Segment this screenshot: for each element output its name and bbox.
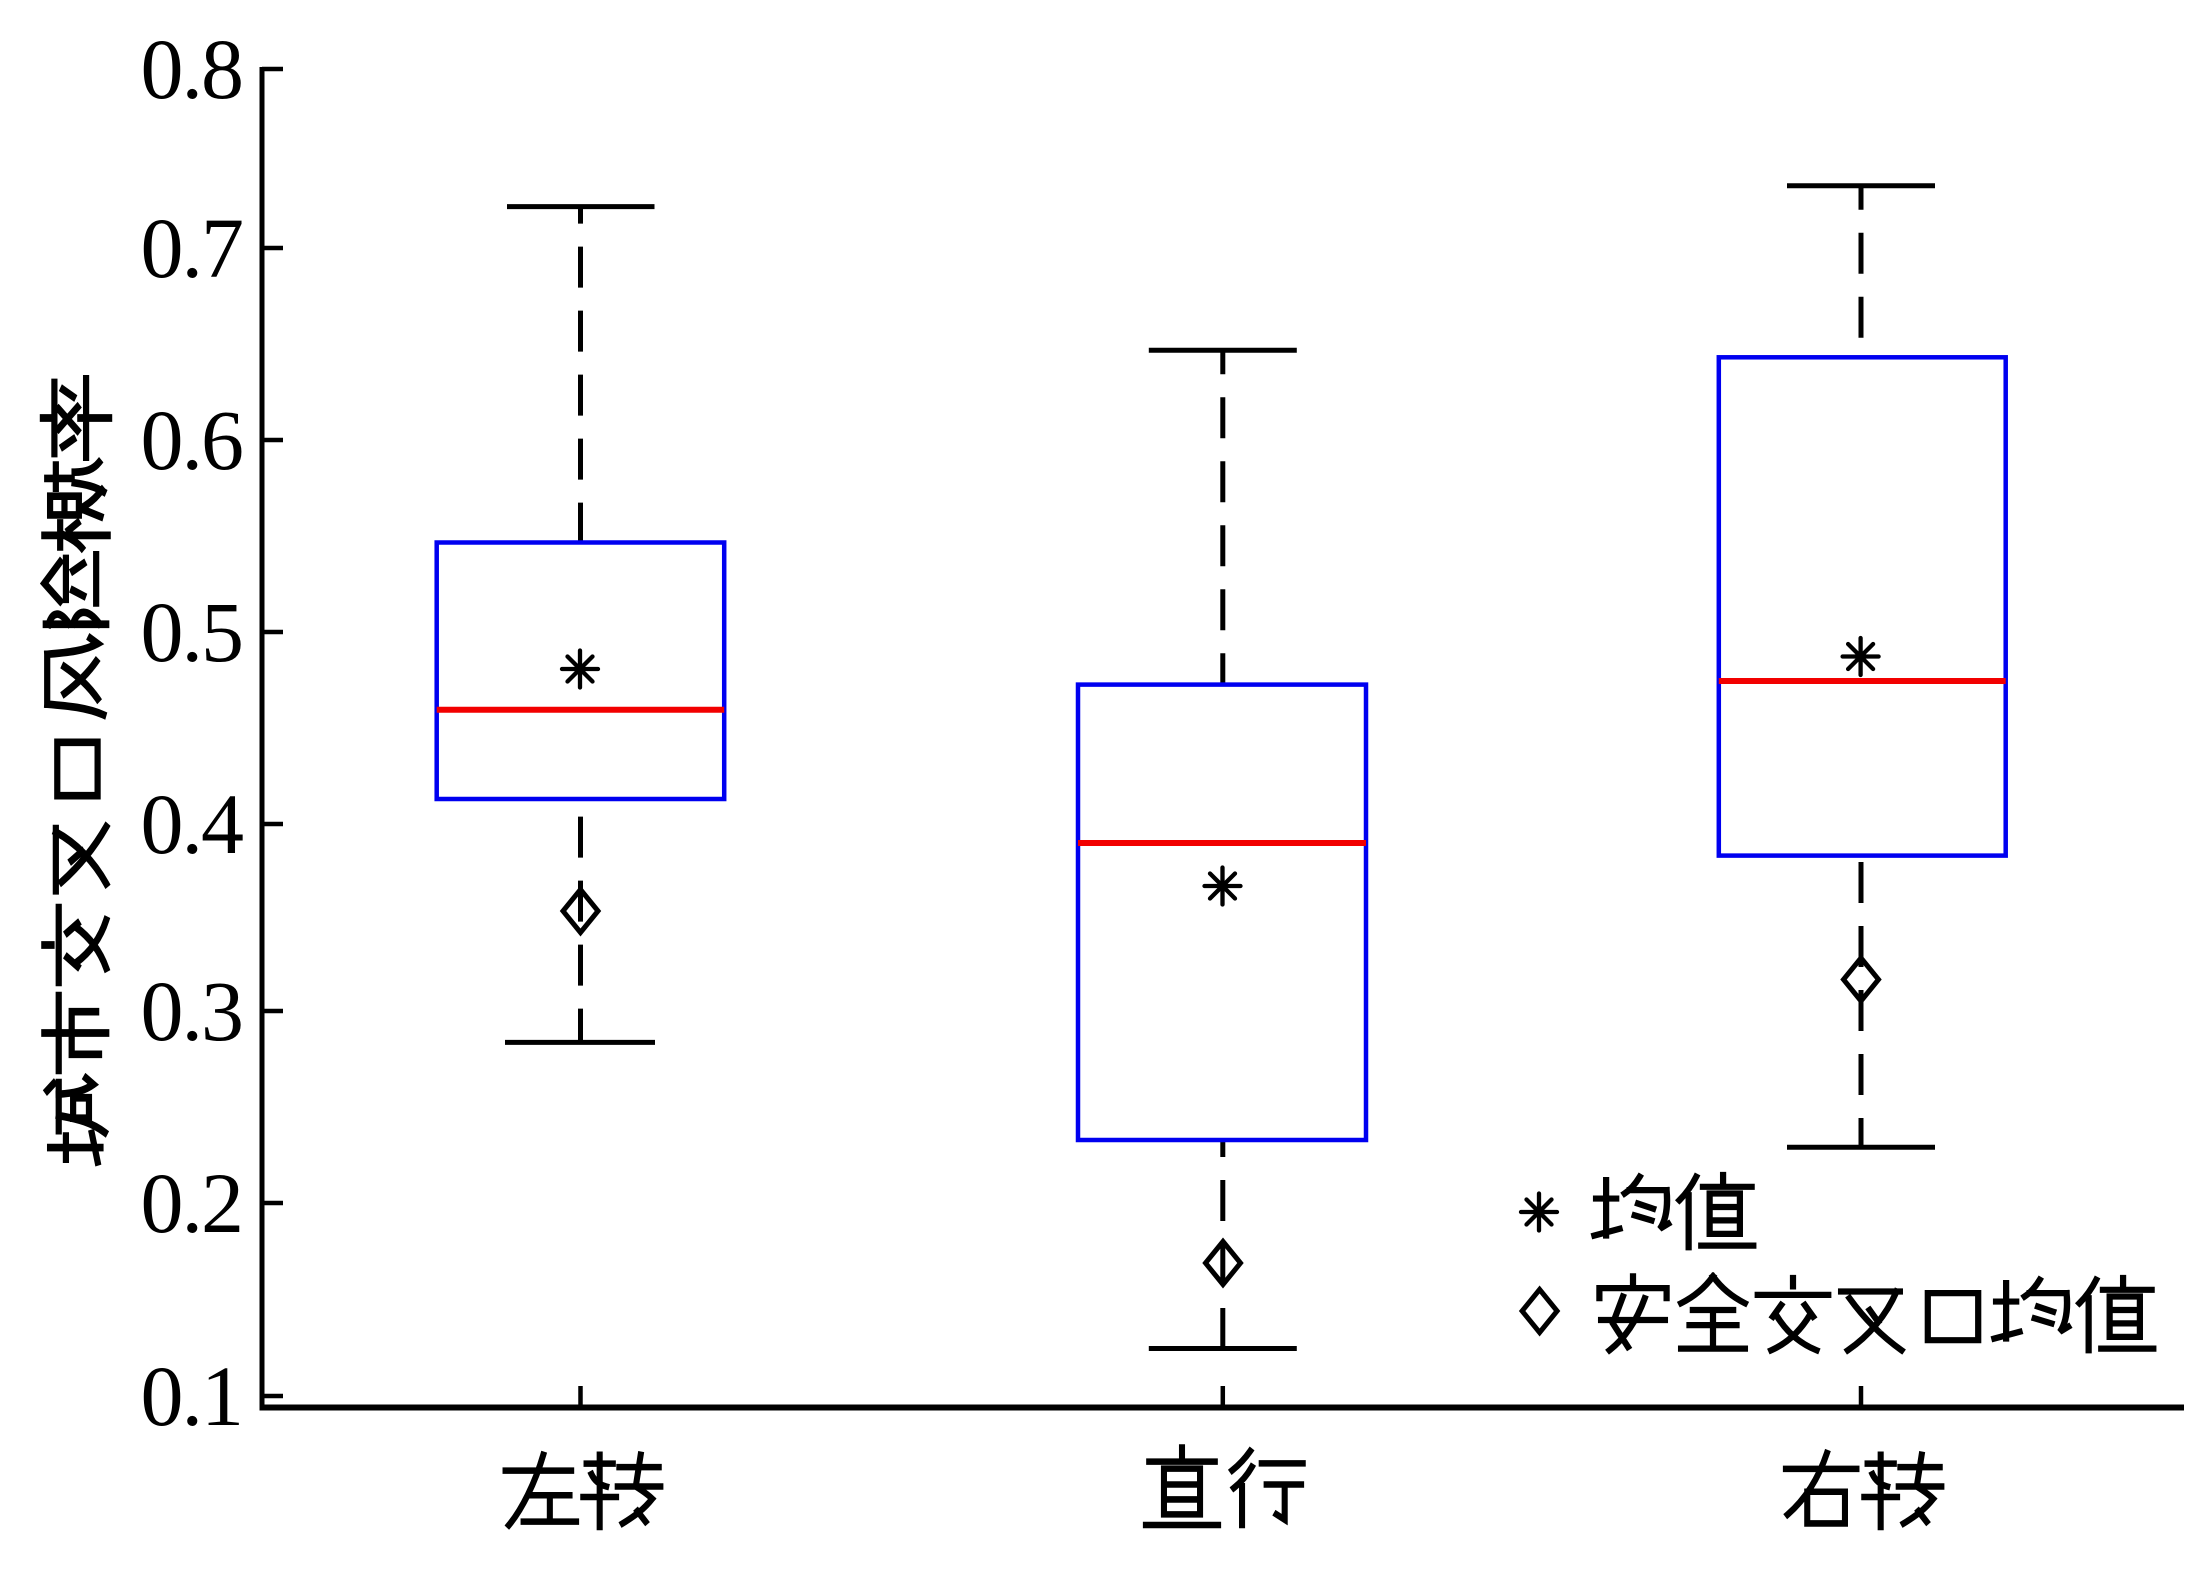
svg-text:0.3: 0.3 bbox=[141, 963, 243, 1059]
svg-text:0.6: 0.6 bbox=[141, 392, 243, 488]
svg-text:0.8: 0.8 bbox=[141, 21, 243, 117]
svg-text:0.4: 0.4 bbox=[141, 776, 244, 872]
svg-text:0.2: 0.2 bbox=[141, 1155, 243, 1251]
svg-text:0.1: 0.1 bbox=[141, 1348, 243, 1444]
svg-text:0.5: 0.5 bbox=[141, 584, 243, 680]
svg-text:0.7: 0.7 bbox=[141, 200, 243, 296]
